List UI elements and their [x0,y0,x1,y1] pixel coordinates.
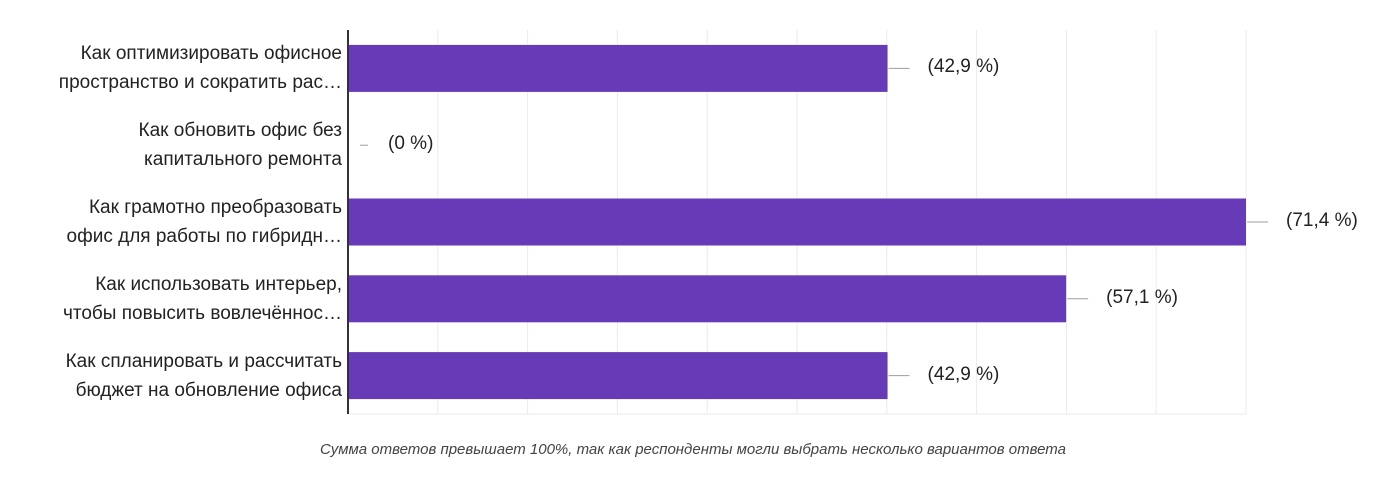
category-label: Как спланировать и рассчитать бюджет на о… [2,347,342,405]
data-label: (42,9 %) [927,363,1000,385]
category-label-line: Как спланировать и рассчитать [65,350,342,372]
category-label-line: офис для работы по гибридн… [66,226,342,247]
category-label-line: Как грамотно преобразовать [88,197,342,218]
category-label-line: бюджет на обновление офиса [75,379,342,401]
category-label-line: Как обновить офис без [138,120,342,142]
bar [348,198,1246,246]
bar [348,44,888,92]
chart-footnote: Сумма ответов превышает 100%, так как ре… [320,441,1066,458]
category-label-line: чтобы повысить вовлечённос… [62,302,342,324]
category-label: Как использовать интерьер, чтобы повысить… [2,270,342,328]
category-label-line: пространство и сократить рас… [58,72,342,94]
category-label-line: Как оптимизировать офисное [80,43,342,65]
bar [348,352,888,400]
category-label: Как оптимизировать офисное пространство и… [2,39,342,97]
data-label: (71,4 %) [1286,210,1358,231]
bar [348,275,1067,323]
category-label-line: капитального ремонта [144,149,342,171]
category-label-line: Как использовать интерьер, [95,273,342,295]
category-label: Как грамотно преобразовать офис для работ… [2,193,342,251]
data-label: (0 %) [388,133,434,155]
category-label: Как обновить офис без капитального ремонт… [2,116,342,174]
data-label: (57,1 %) [1106,286,1178,308]
data-label: (42,9 %) [927,56,1000,78]
